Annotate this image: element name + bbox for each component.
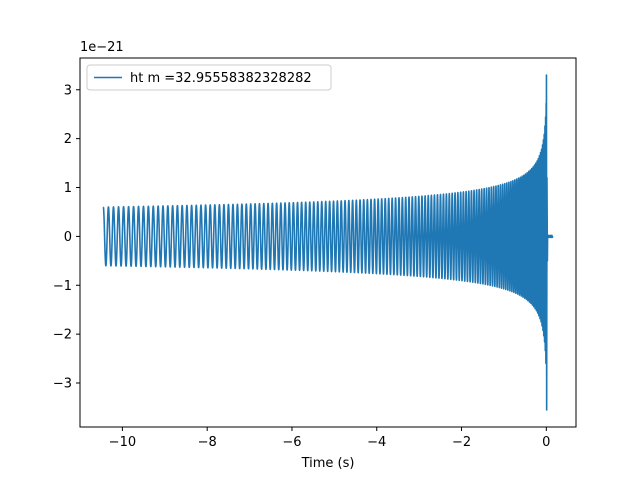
- x-tick-label: −8: [198, 435, 217, 450]
- y-axis: 3 2 1 0 −1 −2 −3: [53, 83, 80, 392]
- y-tick-label: 3: [64, 83, 72, 98]
- x-tick-label: −2: [452, 435, 471, 450]
- legend-entry: ht m =32.95558382328282: [130, 71, 312, 86]
- x-tick-label: −6: [282, 435, 301, 450]
- y-tick-label: −2: [53, 328, 72, 343]
- x-tick-label: −4: [367, 435, 386, 450]
- x-axis-label: Time (s): [301, 456, 355, 471]
- y-tick-label: 2: [64, 132, 72, 147]
- series-line-ht: [102, 74, 554, 411]
- x-tick-label: 0: [542, 435, 550, 450]
- y-tick-label: −3: [53, 377, 72, 392]
- axes-frame: [79, 57, 577, 428]
- x-tick-label: −10: [109, 435, 136, 450]
- y-offset-label: 1e−21: [80, 40, 124, 55]
- x-axis: −10 −8 −6 −4 −2 0: [109, 427, 550, 450]
- y-tick-label: 0: [64, 230, 72, 245]
- legend-box: [86, 64, 332, 91]
- y-tick-label: 1: [64, 181, 72, 196]
- legend: ht m =32.95558382328282: [86, 64, 332, 91]
- y-tick-label: −1: [53, 279, 72, 294]
- plot-area: [102, 74, 554, 411]
